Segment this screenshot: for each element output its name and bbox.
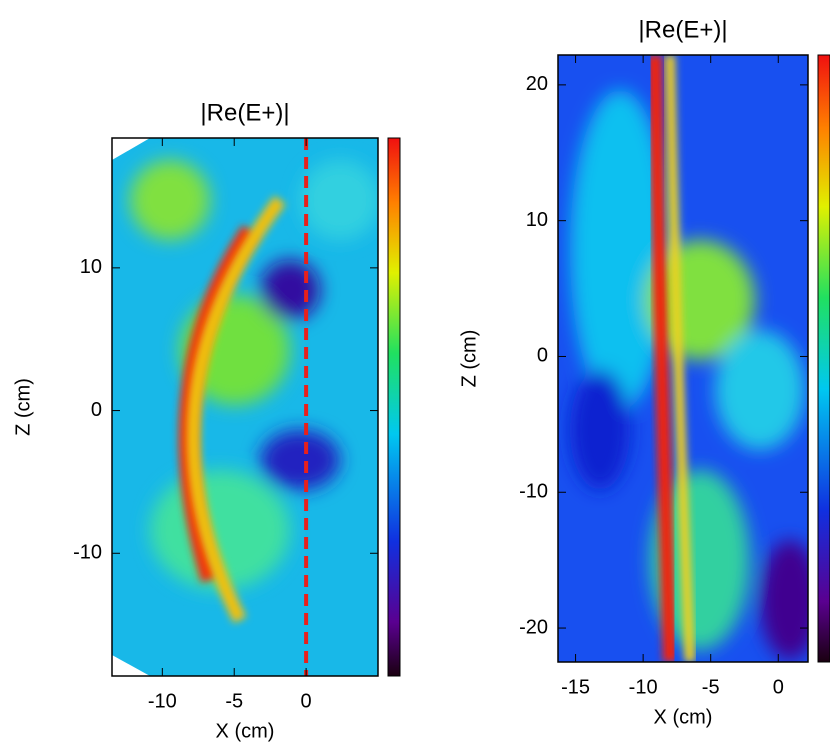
plot-frame — [111, 137, 379, 677]
x-tick-label: -10 — [148, 690, 177, 712]
colorbar — [387, 137, 401, 677]
chart-title: |Re(E+)| — [200, 99, 289, 126]
y-tick-label: 20 — [526, 73, 548, 95]
x-tick-label: -10 — [629, 676, 658, 698]
plot-frame — [557, 54, 809, 663]
y-tick-label: 0 — [91, 399, 102, 421]
x-tick-label: 0 — [301, 690, 312, 712]
x-tick-label: -15 — [561, 676, 590, 698]
y-tick-label: -10 — [73, 542, 102, 564]
y-tick-label: 10 — [80, 256, 102, 278]
x-axis-label: X (cm) — [216, 720, 275, 742]
y-tick-label: 0 — [537, 345, 548, 367]
y-tick-label: -10 — [519, 481, 548, 503]
x-tick-label: -5 — [225, 690, 243, 712]
y-tick-label: -20 — [519, 616, 548, 638]
colorbar — [817, 54, 830, 663]
x-axis-label: X (cm) — [654, 706, 713, 728]
y-axis-label: Z (cm) — [458, 330, 480, 388]
y-axis-label: Z (cm) — [12, 378, 34, 436]
chart-title: |Re(E+)| — [638, 16, 727, 43]
x-tick-label: -5 — [702, 676, 720, 698]
field-map — [558, 55, 808, 662]
y-tick-label: 10 — [526, 209, 548, 231]
x-tick-label: 0 — [773, 676, 784, 698]
field-map — [112, 138, 378, 676]
